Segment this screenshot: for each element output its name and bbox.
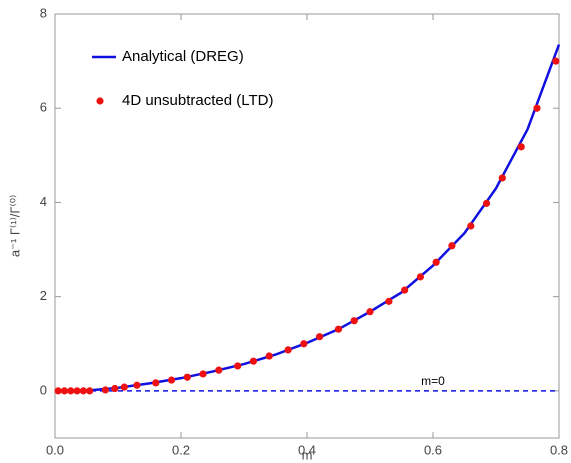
x-tick-label: 0.6	[424, 442, 442, 457]
y-axis-label: a⁻¹ Γ⁽¹⁾/Γ⁽⁰⁾	[7, 195, 22, 257]
point	[120, 383, 128, 391]
legend-swatch	[96, 97, 104, 105]
point	[79, 387, 87, 395]
point	[183, 373, 191, 381]
y-tick-label: 8	[40, 5, 47, 20]
point	[67, 387, 75, 395]
legend-label: 4D unsubtracted (LTD)	[122, 92, 273, 109]
point	[366, 308, 374, 316]
point	[54, 387, 62, 395]
point	[167, 376, 176, 384]
x-tick-label: 0.8	[550, 442, 568, 457]
point	[316, 333, 324, 341]
point	[385, 297, 393, 305]
point	[533, 104, 541, 112]
point	[215, 366, 223, 374]
point	[249, 357, 258, 365]
point	[498, 174, 506, 182]
x-tick-label: 0.0	[46, 442, 64, 457]
point	[467, 222, 475, 230]
point	[60, 387, 69, 395]
plot-frame	[54, 13, 560, 439]
point	[234, 362, 242, 370]
point	[152, 379, 160, 387]
point	[300, 340, 308, 348]
point	[101, 386, 109, 394]
y-tick-label: 2	[40, 288, 47, 303]
point	[334, 325, 343, 333]
point	[350, 317, 358, 325]
point	[552, 57, 560, 65]
x-tick-label: 0.4	[298, 442, 316, 457]
point	[432, 258, 440, 266]
point	[448, 242, 456, 250]
point	[284, 346, 292, 354]
point	[517, 143, 525, 151]
point	[73, 387, 81, 395]
reference-label: m=0	[421, 374, 445, 388]
point	[199, 370, 207, 378]
point	[416, 273, 424, 281]
point	[401, 286, 409, 294]
point	[111, 384, 119, 393]
point	[265, 352, 273, 360]
legend-label: Analytical (DREG)	[122, 48, 244, 65]
y-tick-label: 6	[40, 100, 47, 115]
point	[482, 199, 491, 207]
point	[86, 387, 94, 395]
x-axis-label: m	[302, 447, 313, 462]
y-tick-label: 4	[40, 194, 47, 209]
y-tick-label: 0	[40, 382, 47, 397]
point	[133, 381, 141, 389]
x-tick-label: 0.2	[172, 442, 190, 457]
